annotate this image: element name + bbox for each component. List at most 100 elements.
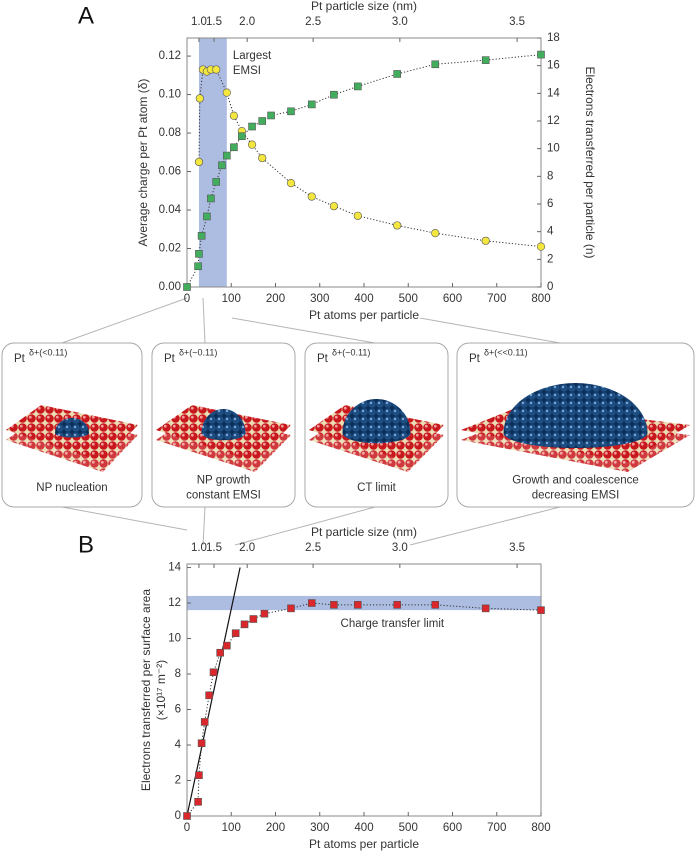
y-tick-label: 0.12 [159,50,181,62]
band-region [187,595,541,611]
data-point [194,262,202,271]
data-point [431,601,440,609]
data-point [354,82,362,91]
y-tick-label: 0.08 [159,127,181,139]
data-point [537,50,545,59]
x2-tick-label: 1.5 [206,16,222,28]
data-point [212,65,221,74]
y2-tick-label: 0 [547,281,553,293]
y-tick-label: 0.04 [159,204,182,216]
y-tick-label: 0.02 [159,243,181,255]
data-point [207,194,215,203]
data-point [258,153,267,163]
x2-tick-label: 1.0 [191,542,207,554]
connector [419,317,561,344]
data-point [431,229,440,238]
data-point [209,668,218,677]
x-tick-label: 200 [266,822,285,834]
panel-caption: decreasing EMSI [532,490,620,502]
y-tick-label: 6 [175,704,181,716]
data-point [287,107,295,116]
data-point [481,236,490,245]
data-point [200,718,209,726]
data-point [481,604,490,613]
x2-tick-label: 3.0 [392,16,408,28]
panel-superscript: δ+(~0.11) [179,347,217,357]
panel-caption: Growth and coalescence [512,475,639,487]
data-point [258,117,267,125]
highlight-label: EMSI [233,65,261,77]
panel-caption: NP growth [197,475,250,487]
connector [231,317,376,344]
pt-particle [55,418,89,438]
data-point [194,157,204,167]
data-point [247,140,257,149]
data-point [287,604,295,613]
data-point [393,70,401,78]
y2-tick-label: 4 [547,226,554,238]
x2-tick-label: 3.5 [509,16,525,28]
data-point [431,60,440,69]
series-line [186,602,542,817]
y2-tick-label: 16 [547,60,560,72]
x2-tick-label: 1.5 [206,542,222,554]
y-tick-label: 0.10 [159,89,181,101]
connector [202,506,206,546]
data-point [195,771,203,779]
panel-label: Pt [14,353,26,365]
data-point [267,111,275,120]
data-point [286,178,296,188]
x-tick-label: 300 [310,822,329,834]
panel-superscript: δ+(<0.11) [29,347,67,357]
x-tick-label: 200 [266,293,285,305]
data-point [195,250,203,258]
data-point [393,601,401,609]
panel-letter: A [78,2,94,29]
data-point [481,56,490,64]
data-point [194,798,202,806]
y2-axis-title: Electrons transferred per particle (n) [583,66,597,258]
data-point [249,615,258,623]
data-point [216,648,224,657]
data-point [230,143,238,152]
panel-label: Pt [469,353,481,365]
y2-tick-label: 12 [547,115,560,127]
data-point [195,94,204,103]
y2-tick-label: 10 [547,143,560,155]
data-point [205,691,213,700]
y-tick-label: 4 [175,739,182,751]
y-tick-label: 0.00 [159,281,181,293]
y-tick-label: 12 [168,597,181,609]
y2-tick-label: 14 [547,87,560,99]
panel-caption: CT limit [357,482,397,494]
x-tick-label: 400 [354,293,373,305]
pt-particle [201,409,246,441]
data-point [218,161,226,170]
x2-tick-label: 2.5 [305,542,321,554]
data-point [537,606,545,614]
data-point [329,202,339,211]
data-point [393,221,402,230]
connector [409,506,561,546]
x-axis-title: Pt atoms per particle [309,308,419,322]
y-tick-label: 10 [168,633,181,645]
y-tick-label: 0 [175,810,181,822]
panel-superscript: δ+(<<0.11) [484,347,528,357]
connector [61,297,188,344]
y-axis-title: Average charge per Pt atom (δ) [136,79,150,247]
y2-tick-label: 8 [547,170,553,182]
data-point [248,122,256,131]
data-point [183,812,191,820]
x-tick-label: 400 [354,822,373,834]
x2-tick-label: 2.0 [239,16,255,28]
x-axis-title: Pt atoms per particle [309,837,419,851]
data-point [536,242,546,251]
x-tick-label: 600 [443,822,462,834]
y-axis-title: Electrons transferred per surface area [139,589,153,791]
panel-label: Pt [164,353,176,365]
x2-tick-label: 3.0 [392,542,408,554]
x-tick-label: 0 [184,822,190,834]
data-point [197,739,206,748]
series-line [186,54,542,288]
